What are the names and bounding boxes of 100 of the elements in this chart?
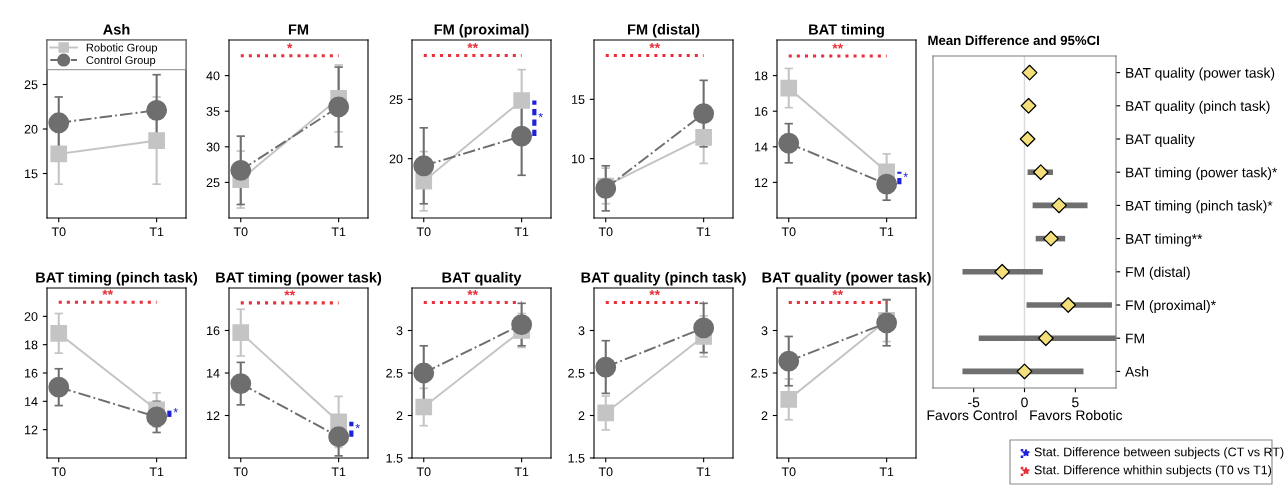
y-tick-label: 16 <box>755 107 768 116</box>
ref-line-label: ** <box>832 290 844 296</box>
y-tick-label: 15 <box>572 95 585 104</box>
x-tick-label: T1 <box>514 467 529 477</box>
point <box>778 132 800 154</box>
y-tick-label: 2.5 <box>568 368 585 378</box>
y-tick-label: BAT timing (power task)* <box>1126 167 1278 181</box>
y-tick-label: 40 <box>206 71 220 81</box>
chart-title: BAT timing (power task) <box>216 271 382 286</box>
point <box>48 112 70 134</box>
x-tick-label: T0 <box>416 467 431 477</box>
point <box>1043 230 1059 247</box>
x-tick-label: T1 <box>331 467 346 477</box>
y-tick-label: 16 <box>207 326 220 336</box>
x-tick-label: T1 <box>149 467 164 477</box>
point <box>413 362 435 384</box>
x-tick-label: T1 <box>879 467 894 477</box>
y-tick-label: 1.5 <box>386 453 403 463</box>
point <box>693 317 715 339</box>
y-tick-label: BAT quality (pinch task) <box>1126 100 1270 114</box>
chart-title: FM (proximal) <box>434 23 529 38</box>
y-tick-label: 14 <box>25 397 38 406</box>
y-tick-label: 12 <box>25 425 38 435</box>
point <box>695 128 712 146</box>
point <box>778 350 800 372</box>
point <box>1060 297 1077 313</box>
y-tick-label: 20 <box>389 154 403 164</box>
text: Stat. Difference between subjects (CT vs RT) <box>1034 447 1284 459</box>
point <box>413 155 435 177</box>
chart-title: BAT quality <box>442 271 522 286</box>
y-tick-label: FM (distal) <box>1126 266 1190 280</box>
point <box>1020 97 1037 114</box>
x-tick-label: T0 <box>598 227 613 237</box>
point <box>50 324 68 342</box>
chart-title: Mean Difference and 95%CI <box>928 35 1099 46</box>
y-tick-label: 2.5 <box>751 368 768 378</box>
y-tick-label: 1.5 <box>568 453 585 463</box>
y-tick-label: 25 <box>206 178 220 188</box>
point <box>328 426 350 448</box>
x-axis-title: Favors Control Favors Robotic <box>927 409 1123 421</box>
point <box>415 398 433 416</box>
y-tick-label: BAT timing** <box>1126 233 1203 247</box>
x-tick-label: T0 <box>233 467 248 477</box>
x-tick-label: T0 <box>598 467 613 477</box>
x-tick-label: T0 <box>51 227 66 237</box>
y-tick-label: FM (proximal)* <box>1126 299 1216 313</box>
y-tick-label: 25 <box>24 80 38 90</box>
y-tick-label: 10 <box>572 154 585 164</box>
chart-title: BAT timing (pinch task) <box>36 271 198 286</box>
y-tick-label: Ash <box>1125 366 1149 377</box>
point <box>50 145 68 163</box>
y-tick-label: 2.5 <box>386 368 403 378</box>
point <box>232 324 250 341</box>
point <box>1032 164 1049 181</box>
point <box>511 314 533 335</box>
legend-label: Control Group <box>86 55 156 67</box>
x-tick-label: T1 <box>331 227 346 237</box>
point <box>876 312 898 334</box>
x-tick-label: T0 <box>233 227 248 237</box>
x-tick-label: T1 <box>696 227 711 237</box>
ref-line-label: ** <box>467 42 479 49</box>
y-tick-label: 12 <box>755 178 768 187</box>
y-tick-label: 14 <box>755 142 768 152</box>
x-tick-label: 5 <box>1072 397 1079 408</box>
y-tick-label: BAT quality (power task) <box>1126 67 1275 81</box>
point <box>1016 363 1033 380</box>
y-tick-label: 15 <box>25 169 38 179</box>
chart-title: BAT timing <box>809 23 884 38</box>
chart-title: Ash <box>103 23 130 35</box>
ref-line-label: ** <box>467 290 479 296</box>
ref-line-label: ** <box>284 290 296 296</box>
x-tick-label: 0 <box>1021 397 1028 408</box>
point <box>328 96 350 118</box>
ref-line-label: ** <box>649 42 661 49</box>
x-tick-label: T1 <box>696 467 711 477</box>
point <box>994 263 1011 280</box>
point <box>230 373 252 395</box>
x-tick-label: T0 <box>781 467 796 477</box>
point <box>513 92 530 109</box>
chart-title: FM <box>288 24 309 35</box>
annotation: * <box>355 423 360 429</box>
point <box>876 173 898 195</box>
y-tick-label: 14 <box>207 368 220 378</box>
point <box>780 79 798 97</box>
point <box>597 404 615 422</box>
x-tick-label: T0 <box>416 227 431 237</box>
x-tick-label: T1 <box>514 227 529 237</box>
ref-line-label: ** <box>649 290 661 296</box>
y-tick-label: 3 <box>761 326 768 336</box>
y-tick-label: 2 <box>396 411 403 421</box>
point <box>693 103 715 124</box>
point <box>48 376 70 398</box>
point <box>1051 197 1067 214</box>
ref-line-label: ** <box>832 43 844 49</box>
point <box>511 125 533 147</box>
y-tick-label: 20 <box>24 124 38 134</box>
point <box>146 406 168 428</box>
y-tick-label: 3 <box>396 326 403 336</box>
y-tick-label: 20 <box>24 312 38 321</box>
point <box>230 159 252 181</box>
